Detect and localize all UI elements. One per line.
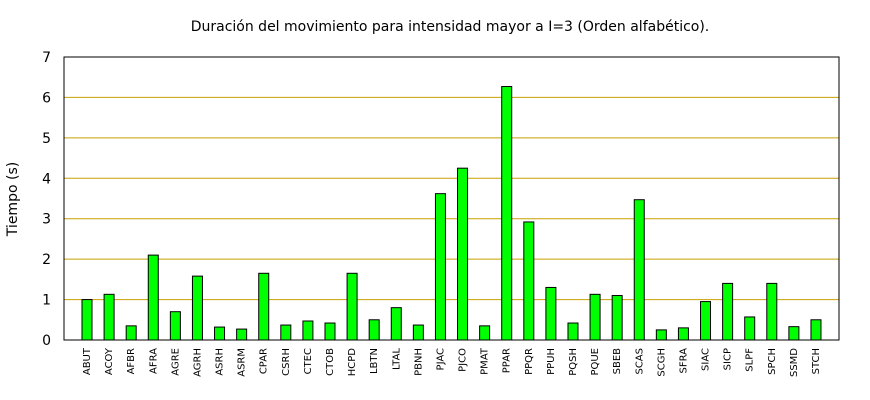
x-tick-label: ASRH	[215, 348, 226, 376]
x-axis-ticks: ABUT ACOY AFBR AFRA AGRE AGRH ASRH ASRM CPAR CSRH…	[82, 347, 822, 377]
y-axis-ticks: 0 1 2 3 4 5 6 7	[42, 50, 51, 349]
bar-ppar	[501, 86, 513, 341]
bar-agrh	[191, 275, 203, 341]
x-tick-label: SICP	[723, 348, 734, 370]
x-tick-label: AGRE	[170, 348, 181, 376]
bar-pjco	[457, 167, 469, 341]
x-tick-label: SIAC	[701, 348, 712, 371]
bar-afbr	[125, 325, 137, 341]
x-tick-label: CSRH	[281, 348, 292, 376]
x-tick-label: SPCH	[767, 348, 778, 375]
bar-lbtn	[368, 319, 380, 341]
y-tick-label: 5	[42, 131, 51, 147]
bar-scas	[633, 199, 645, 341]
y-tick-label: 4	[42, 171, 51, 187]
x-tick-label: CPAR	[259, 348, 270, 374]
bar-sbeb	[611, 295, 623, 341]
bar-slpf	[744, 316, 756, 341]
y-tick-label: 7	[42, 50, 51, 66]
x-tick-label: HCPD	[347, 348, 358, 377]
x-tick-label: PQUE	[590, 348, 601, 376]
bar-sicp	[722, 282, 734, 341]
x-tick-label: SLPF	[745, 348, 756, 372]
bar-ltal	[390, 307, 402, 341]
y-tick-label: 1	[42, 293, 51, 309]
x-tick-label: SSMD	[789, 348, 800, 377]
bar-ppuh	[545, 286, 557, 341]
x-tick-label: LTAL	[391, 348, 402, 370]
plot-frame	[63, 56, 840, 341]
x-tick-label: PPQR	[524, 348, 535, 375]
x-tick-label: PBNH	[413, 348, 424, 376]
bar-ppqr	[523, 221, 535, 341]
bar-ctec	[302, 320, 314, 341]
x-tick-label: CTEC	[303, 348, 314, 374]
chart-title: Duración del movimiento para intensidad …	[191, 19, 710, 35]
x-tick-label: STCH	[811, 348, 822, 374]
bar-pjac	[434, 193, 446, 341]
y-axis-label: Tiempo (s)	[5, 162, 21, 237]
bar-ssmd	[788, 326, 800, 341]
bar-stch	[810, 319, 822, 341]
grid-lines	[64, 96, 839, 301]
x-tick-label: PPAR	[502, 348, 513, 373]
bar-hcpd	[346, 272, 358, 341]
x-tick-label: SFRA	[678, 348, 689, 374]
x-tick-label: PQSH	[568, 348, 579, 376]
x-tick-label: LBTN	[369, 348, 380, 374]
y-tick-label: 6	[42, 90, 51, 106]
bar-csrh	[280, 324, 292, 341]
x-tick-label: AFBR	[126, 348, 137, 374]
x-tick-label: PMAT	[480, 347, 491, 375]
bar-acoy	[103, 293, 115, 341]
bar-scgh	[655, 329, 667, 341]
x-tick-label: SCGH	[656, 348, 667, 377]
bar-spch	[766, 282, 778, 341]
y-tick-label: 2	[42, 252, 51, 268]
x-tick-label: AGRH	[192, 348, 203, 377]
bar-pmat	[479, 325, 491, 341]
x-tick-label: ACOY	[104, 347, 115, 375]
bar-pqsh	[567, 322, 579, 341]
x-tick-label: PJCO	[458, 348, 469, 372]
x-tick-label: SCAS	[634, 348, 645, 375]
y-tick-label: 3	[42, 212, 51, 228]
bar-pque	[589, 293, 601, 341]
x-tick-label: SBEB	[612, 348, 623, 375]
bar-asrh	[214, 326, 226, 341]
bar-siac	[700, 301, 712, 341]
y-tick-label: 0	[42, 333, 51, 349]
bar-cpar	[258, 272, 270, 341]
bar-pbnh	[412, 324, 424, 341]
x-tick-label: PJAC	[435, 348, 446, 370]
bar-agre	[169, 311, 181, 341]
bar-abut	[81, 299, 93, 341]
bar-afra	[147, 254, 159, 341]
x-tick-label: ASRM	[237, 348, 248, 377]
bars	[81, 86, 822, 341]
x-tick-label: ABUT	[82, 347, 93, 375]
bar-asrm	[236, 328, 248, 341]
x-tick-label: CTOB	[325, 348, 336, 376]
bar-sfra	[677, 327, 689, 341]
bar-ctob	[324, 322, 336, 341]
x-tick-label: PPUH	[546, 348, 557, 375]
x-tick-label: AFRA	[148, 348, 159, 374]
